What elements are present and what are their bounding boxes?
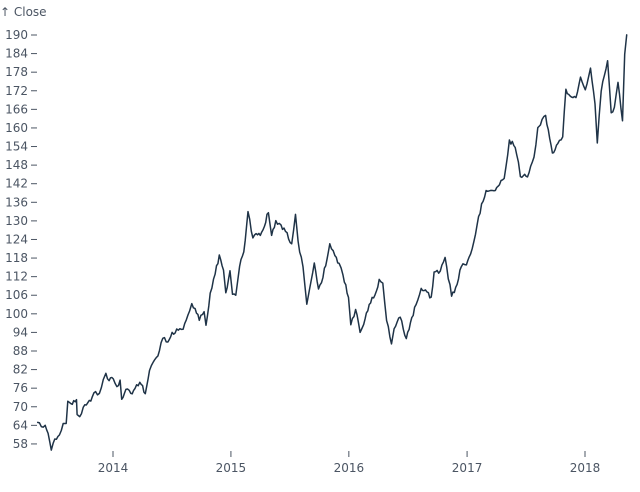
x-tick-label: 2018 <box>570 461 601 475</box>
y-tick-label: 172 <box>5 84 28 98</box>
y-tick-label: 118 <box>5 251 28 265</box>
y-tick-label: 160 <box>5 121 28 135</box>
y-tick-label: 178 <box>5 65 28 79</box>
y-tick-label: 154 <box>5 140 28 154</box>
y-tick-label: 190 <box>5 28 28 42</box>
y-tick-label: 76 <box>13 381 28 395</box>
y-axis-label: ↑ Close <box>0 5 47 19</box>
y-tick-label: 142 <box>5 177 28 191</box>
close-price-line <box>36 34 628 451</box>
y-tick-label: 70 <box>13 400 28 414</box>
y-tick-label: 94 <box>13 325 28 339</box>
y-tick-label: 88 <box>13 344 28 358</box>
y-tick-label: 100 <box>5 307 28 321</box>
y-tick-label: 124 <box>5 232 28 246</box>
y-tick-label: 184 <box>5 47 28 61</box>
y-tick-label: 64 <box>13 418 28 432</box>
x-tick-label: 2015 <box>216 461 247 475</box>
x-tick-label: 2014 <box>98 461 129 475</box>
y-tick-label: 106 <box>5 288 28 302</box>
x-tick-label: 2017 <box>452 461 483 475</box>
y-tick-label: 82 <box>13 363 28 377</box>
x-tick-label: 2016 <box>334 461 365 475</box>
y-tick-label: 112 <box>5 270 28 284</box>
y-tick-label: 166 <box>5 102 28 116</box>
y-tick-label: 148 <box>5 158 28 172</box>
y-tick-label: 136 <box>5 195 28 209</box>
x-axis: 2014 2015 2016 2017 2018 <box>98 451 601 475</box>
y-tick-label: 58 <box>13 437 28 451</box>
y-tick-label: 130 <box>5 214 28 228</box>
y-axis: 58 64 70 76 82 88 94 100 106 112 118 124 130 136 142 14… <box>5 28 37 451</box>
